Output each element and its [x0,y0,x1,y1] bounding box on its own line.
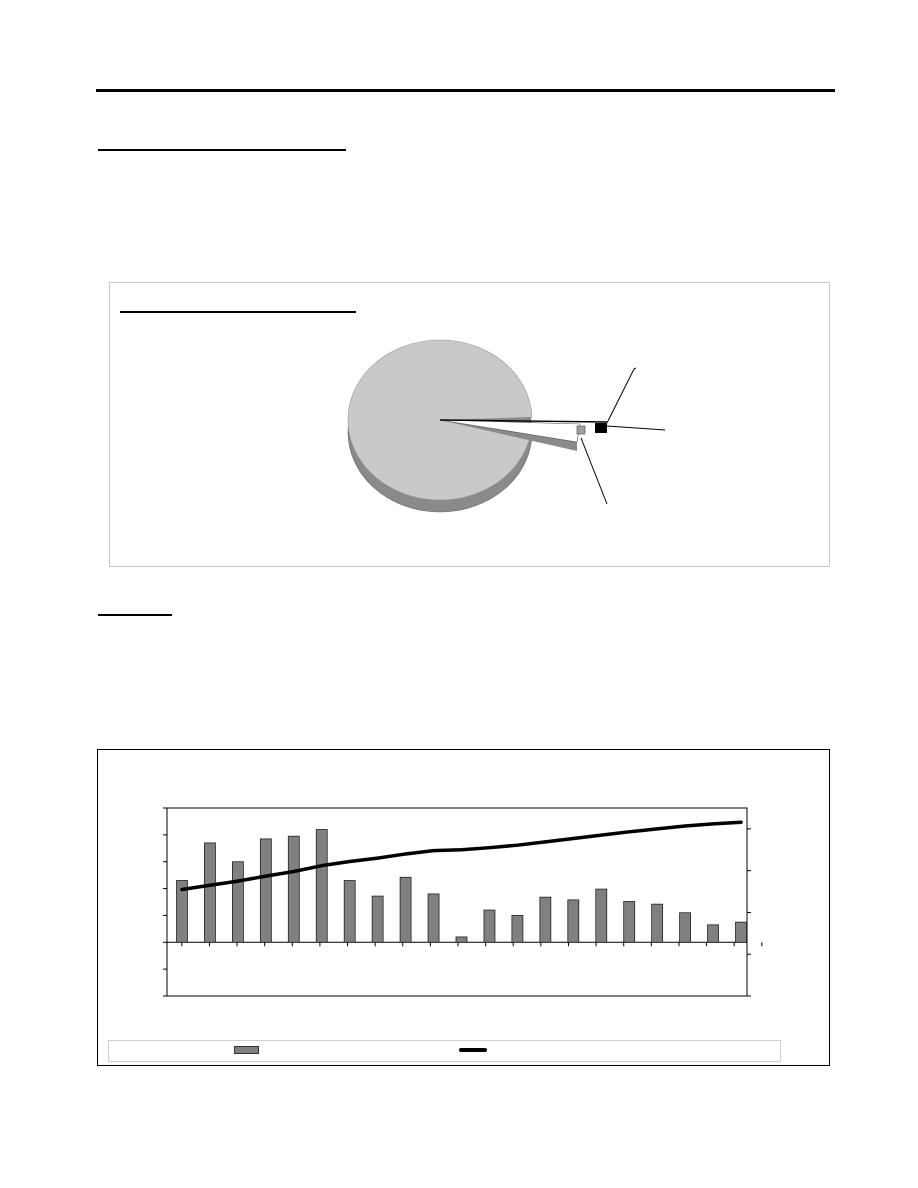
pie-slice-3 [576,425,586,435]
bar [651,903,664,943]
bar [483,909,496,943]
bar [623,901,636,943]
bar [679,912,691,943]
bar [427,893,440,943]
combo-chart-frame [97,749,830,1066]
pie-chart-frame [109,282,830,567]
top-rule [96,89,835,92]
pie-leader-1 [607,367,637,422]
pie-leader-2 [606,425,666,431]
bar [735,921,747,943]
bar [176,880,188,943]
bar [231,861,244,943]
bar [315,829,328,943]
bar [371,895,384,943]
bar [287,835,300,943]
section2-heading-underline [98,614,172,616]
bar [259,838,272,943]
pie-slice-4 [595,423,607,433]
pie-wedge-edge [439,419,609,423]
combo-chart-legend [108,1040,781,1062]
bar [204,842,216,943]
bar [511,915,524,943]
bar [707,924,719,943]
plot-area [166,807,748,997]
bar [399,876,412,943]
bar [567,899,580,943]
pie-wedge-side [440,420,577,451]
pie-title-underline [120,311,356,313]
section-heading-underline [98,149,346,151]
bar [455,936,468,943]
legend-bar-swatch [234,1046,259,1054]
pie-slice-main [347,339,533,501]
bar [595,888,608,943]
bar [343,880,356,943]
bar [539,896,552,943]
pie-leader-3 [580,437,608,505]
legend-line-swatch [459,1048,487,1052]
line-series [180,820,743,892]
